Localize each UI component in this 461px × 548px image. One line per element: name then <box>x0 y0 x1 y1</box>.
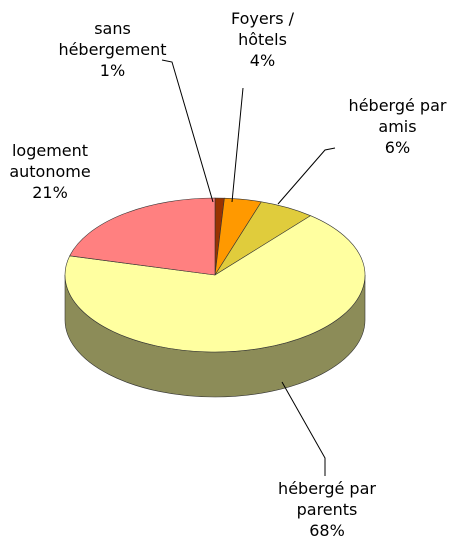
leader-line <box>277 147 336 205</box>
category-label: hébergé par amis <box>348 96 447 136</box>
slice <box>64 215 366 353</box>
value-label: 6% <box>384 138 411 157</box>
slice <box>69 197 216 276</box>
value-label: 68% <box>309 521 345 540</box>
category-label: hébergé par parents <box>278 479 376 519</box>
value-label: 4% <box>249 51 276 70</box>
slice-label: hébergé par amis 6% <box>335 95 460 158</box>
category-label: Foyers / hôtels <box>230 9 295 49</box>
slice-label: hébergé par parents 68% <box>262 478 392 541</box>
value-label: 21% <box>32 183 68 202</box>
leader-line <box>161 59 214 203</box>
value-label: 1% <box>99 61 126 80</box>
leader-line <box>281 381 326 476</box>
slice-label: sans hébergement 1% <box>50 18 175 81</box>
category-label: sans hébergement <box>58 19 167 59</box>
slice-label: Foyers / hôtels 4% <box>215 8 310 71</box>
slice-label: logement autonome 21% <box>0 140 100 203</box>
leader-line <box>231 87 244 203</box>
category-label: logement autonome <box>9 141 91 181</box>
